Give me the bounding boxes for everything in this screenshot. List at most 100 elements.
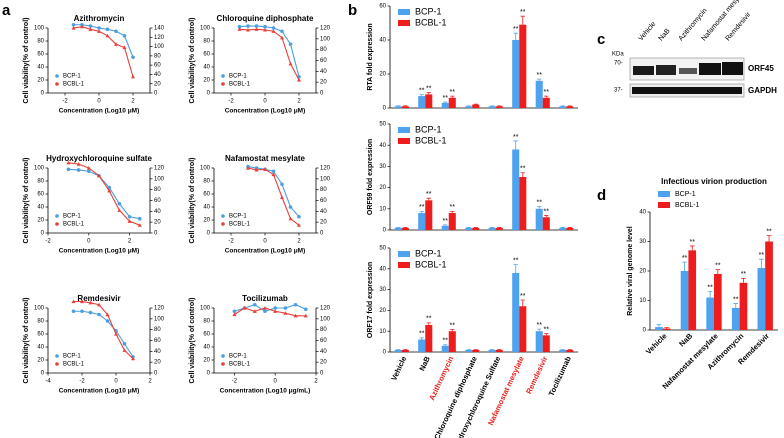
data-point xyxy=(117,201,122,206)
significance-label: ** xyxy=(520,9,526,16)
error-bar xyxy=(443,224,448,226)
x-tick-label: 2 xyxy=(314,379,318,385)
significance-label: ** xyxy=(707,284,713,291)
series-line xyxy=(73,24,134,58)
legend-label: BCP-1 xyxy=(229,214,247,220)
legend-label: BCBL-1 xyxy=(63,82,85,88)
panel-label: c xyxy=(597,31,605,48)
y-tick-label: 0 xyxy=(383,350,387,356)
y-tick-label: 60 xyxy=(203,332,210,338)
error-bar xyxy=(450,95,455,98)
data-point xyxy=(263,306,267,310)
x-tick-label: -2 xyxy=(79,379,85,385)
y2-tick-label: 120 xyxy=(154,306,165,312)
legend-marker xyxy=(55,362,59,366)
bar xyxy=(542,217,550,230)
data-point xyxy=(273,309,278,313)
error-bar xyxy=(419,337,424,340)
x-tick-label: Tocilizumab xyxy=(547,355,573,398)
bar xyxy=(688,250,697,330)
y-tick-label: 20 xyxy=(203,78,210,84)
data-point xyxy=(97,29,101,33)
y2-tick-label: 80 xyxy=(320,187,327,193)
bar xyxy=(465,106,473,108)
y-tick-label: 80 xyxy=(37,179,44,185)
y-tick-label: 40 xyxy=(639,210,646,216)
y-tick-label: 20 xyxy=(379,72,386,78)
series-line xyxy=(73,26,134,77)
significance-label: ** xyxy=(426,191,432,198)
data-point xyxy=(263,167,267,171)
legend-label: BCP-1 xyxy=(415,6,442,16)
y2-tick-label: 60 xyxy=(320,58,327,64)
data-point xyxy=(80,299,84,304)
y2-tick-label: 0 xyxy=(154,371,158,377)
bar xyxy=(488,349,496,352)
y-tick-label: 50 xyxy=(379,122,386,128)
legend-label: BCBL-1 xyxy=(415,135,447,145)
data-point xyxy=(293,302,298,307)
band xyxy=(656,65,676,75)
y-axis-label: Cell viability(% of control) xyxy=(23,158,30,244)
significance-label: ** xyxy=(690,239,696,246)
x-axis-label: Concentration (Log10 μg/mL) xyxy=(220,388,311,395)
bar xyxy=(495,106,503,108)
lane-label: Vehicle xyxy=(638,21,658,43)
legend-marker xyxy=(221,222,225,226)
significance-label: ** xyxy=(513,257,519,264)
data-point xyxy=(114,42,118,46)
bar xyxy=(706,297,714,330)
bar xyxy=(535,331,543,352)
significance-label: ** xyxy=(450,322,456,329)
error-bar xyxy=(426,92,431,95)
y2-tick-label: 0 xyxy=(320,371,324,377)
data-point xyxy=(71,309,76,314)
x-tick-label: -2 xyxy=(62,99,68,105)
error-bar xyxy=(513,264,518,273)
bar xyxy=(488,227,496,230)
y2-tick-label: 120 xyxy=(154,166,165,172)
y2-tick-label: 120 xyxy=(320,166,331,172)
data-point xyxy=(97,26,101,30)
significance-label: ** xyxy=(715,262,721,269)
band-label: GAPDH xyxy=(748,86,777,95)
y-tick-label: 30 xyxy=(639,239,646,245)
legend-label: BCBL-1 xyxy=(415,17,447,27)
data-point xyxy=(293,313,298,318)
series-line xyxy=(68,168,140,220)
y-tick-label: 10 xyxy=(379,329,386,335)
chart-title: Infectious virion production xyxy=(661,177,767,186)
significance-label: ** xyxy=(544,89,550,96)
y-tick-label: 10 xyxy=(379,206,386,212)
legend-marker xyxy=(55,354,59,358)
error-bar xyxy=(396,105,401,107)
y-axis-label: Cell viability(% of control) xyxy=(189,158,196,244)
error-bar xyxy=(443,344,448,346)
y2-tick-label: 40 xyxy=(320,349,327,355)
data-point xyxy=(271,169,276,174)
y-tick-label: 10 xyxy=(639,298,646,304)
y-tick-label: 80 xyxy=(203,179,210,185)
data-point xyxy=(127,219,132,223)
legend-label: BCBL-1 xyxy=(63,222,85,228)
legend-marker xyxy=(221,74,225,78)
y-tick-label: 60 xyxy=(37,192,44,198)
bar xyxy=(765,241,773,330)
data-point xyxy=(88,27,93,31)
y2-tick-label: 40 xyxy=(154,72,161,78)
y-tick-label: 50 xyxy=(379,246,386,252)
legend-marker xyxy=(221,362,225,366)
y-tick-label: 100 xyxy=(34,306,45,312)
y2-tick-label: 0 xyxy=(154,91,158,97)
legend-marker xyxy=(398,138,410,144)
significance-label: ** xyxy=(442,338,448,345)
error-bar xyxy=(544,215,549,218)
bar xyxy=(519,24,527,109)
x-tick-label: -2 xyxy=(228,99,234,105)
bar xyxy=(566,227,574,230)
band xyxy=(679,68,697,74)
band xyxy=(722,62,743,75)
kda-label: KDa xyxy=(612,52,624,58)
y2-tick-label: 60 xyxy=(320,338,327,344)
